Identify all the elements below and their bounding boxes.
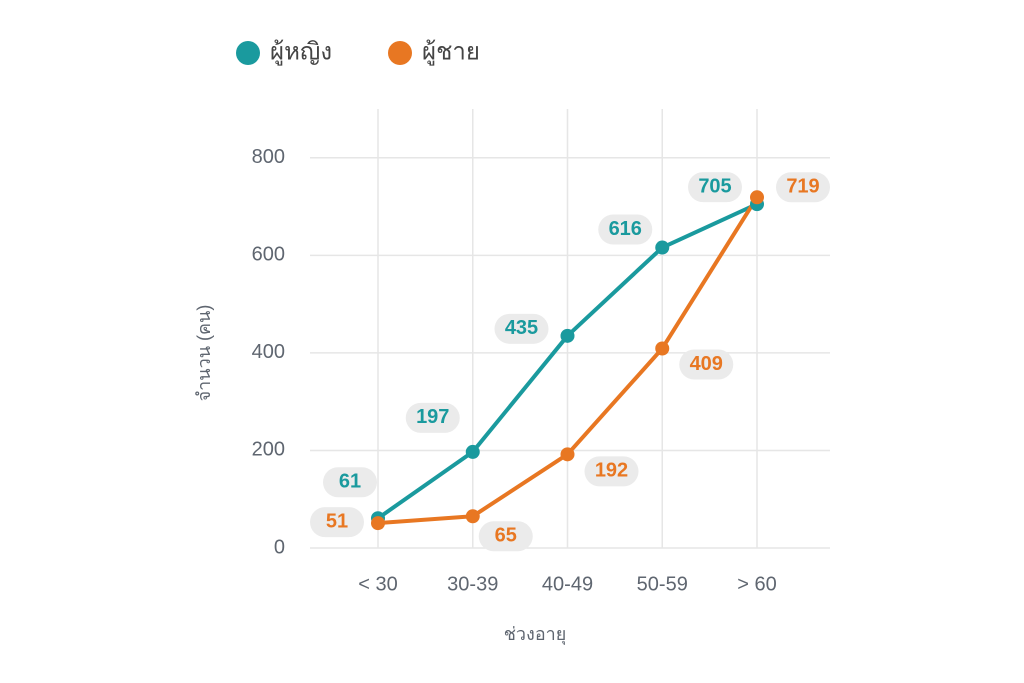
y-tick-label: 0 — [274, 536, 285, 558]
data-point — [655, 341, 670, 356]
data-point — [371, 516, 385, 531]
data-label: 616 — [609, 218, 642, 240]
x-tick-label: 30-39 — [447, 573, 498, 595]
data-point — [465, 509, 480, 524]
data-label-bg — [776, 172, 830, 203]
data-label-bg — [323, 467, 377, 498]
y-tick-label: 200 — [252, 439, 285, 461]
x-tick-label: 50-59 — [637, 573, 688, 595]
legend-marker — [236, 41, 260, 65]
y-tick-label: 400 — [252, 341, 285, 363]
x-axis-title: ช่วงอายุ — [504, 624, 567, 645]
data-point — [655, 240, 670, 255]
data-label: 65 — [495, 525, 517, 547]
legend-label: ผู้ชาย — [422, 38, 480, 66]
data-label-bg — [584, 456, 639, 487]
data-point — [560, 328, 575, 343]
data-label-bg — [478, 521, 533, 552]
data-label-bg — [688, 172, 742, 203]
data-label: 51 — [326, 510, 348, 532]
data-point — [750, 190, 764, 205]
data-label-bg — [679, 349, 734, 380]
y-tick-label: 600 — [252, 244, 285, 266]
data-label: 435 — [505, 317, 538, 339]
data-label-bg — [310, 507, 364, 538]
data-label: 197 — [416, 406, 449, 428]
data-point — [560, 447, 575, 462]
x-tick-label: < 30 — [358, 573, 397, 595]
data-label-bg — [405, 402, 460, 433]
data-label: 192 — [595, 460, 628, 482]
data-label: 409 — [690, 353, 723, 375]
y-axis-title: จำนวน (คน) — [194, 305, 214, 402]
data-label: 61 — [339, 471, 361, 493]
legend-marker — [388, 41, 412, 65]
data-label: 719 — [786, 176, 819, 198]
data-point — [465, 444, 480, 459]
data-label: 705 — [698, 175, 731, 197]
x-tick-label: > 60 — [737, 573, 776, 595]
data-label-bg — [598, 214, 653, 245]
y-tick-label: 800 — [252, 146, 285, 168]
data-label-bg — [494, 313, 549, 344]
x-tick-label: 40-49 — [542, 573, 593, 595]
legend-label: ผู้หญิง — [270, 38, 332, 66]
